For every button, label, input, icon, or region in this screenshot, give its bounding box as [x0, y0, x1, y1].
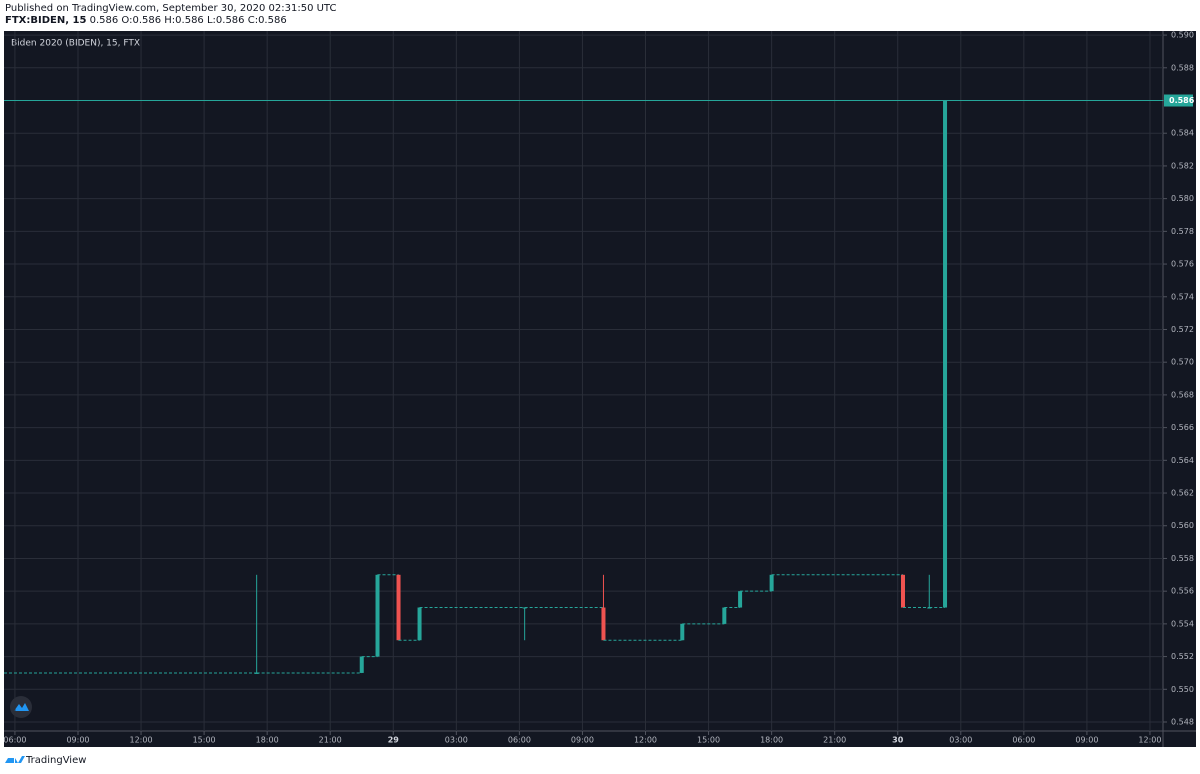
symbol-line: FTX:BIDEN, 15 0.586 O:0.586 H:0.586 L:0.… — [5, 15, 287, 26]
x-tick-label: 15:00 — [193, 736, 216, 745]
y-tick-label: 0.560 — [1171, 521, 1194, 530]
y-tick-label: 0.558 — [1171, 554, 1194, 563]
y-tick-label: 0.580 — [1171, 194, 1194, 203]
y-tick-label: 0.550 — [1171, 685, 1194, 694]
x-tick-label: 09:00 — [571, 736, 594, 745]
candle-body — [769, 574, 774, 592]
x-tick-label: 03:00 — [949, 736, 972, 745]
x-tick-label: 12:00 — [130, 736, 153, 745]
candle-body — [396, 574, 401, 641]
y-tick-label: 0.576 — [1171, 260, 1194, 269]
y-tick-label: 0.570 — [1171, 358, 1194, 367]
candle-body — [722, 607, 727, 624]
x-tick-label: 03:00 — [445, 736, 468, 745]
x-tick-label: 18:00 — [760, 736, 783, 745]
x-tick-label: 12:00 — [634, 736, 657, 745]
x-tick-label: 21:00 — [319, 736, 342, 745]
candle-body — [601, 607, 606, 641]
x-tick-label: 15:00 — [697, 736, 720, 745]
ohlc: 0.586 O:0.586 H:0.586 L:0.586 C:0.586 — [89, 15, 287, 26]
y-tick-label: 0.552 — [1171, 652, 1194, 661]
y-tick-label: 0.572 — [1171, 325, 1194, 334]
x-tick-label: 21:00 — [823, 736, 846, 745]
y-tick-label: 0.556 — [1171, 587, 1194, 596]
x-tick-label: 30 — [892, 736, 904, 745]
last-price-label: 0.586 — [1169, 96, 1195, 105]
candle-body — [417, 607, 422, 641]
y-tick-label: 0.564 — [1171, 456, 1194, 465]
chart-title: Biden 2020 (BIDEN), 15, FTX — [11, 39, 140, 49]
candle-body — [900, 574, 905, 608]
x-tick-label: 09:00 — [1075, 736, 1098, 745]
candle-body — [375, 574, 380, 657]
y-tick-label: 0.588 — [1171, 63, 1194, 72]
logo-icon — [14, 703, 29, 711]
x-tick-label: 12:00 — [1138, 736, 1161, 745]
published-line: Published on TradingView.com, September … — [5, 3, 337, 14]
candle-body — [943, 100, 948, 608]
symbol: FTX:BIDEN, 15 — [5, 15, 87, 26]
x-tick-label: 18:00 — [256, 736, 279, 745]
last-price-badge — [1164, 94, 1193, 107]
x-tick-label: 09:00 — [66, 736, 89, 745]
candle-body — [359, 656, 364, 673]
chart-background — [4, 31, 1196, 747]
y-tick-label: 0.582 — [1171, 161, 1194, 170]
y-tick-label: 0.574 — [1171, 292, 1194, 301]
x-tick-label: 06:00 — [3, 736, 26, 745]
candle-body — [738, 591, 743, 608]
candle-body — [680, 623, 685, 641]
y-tick-label: 0.568 — [1171, 390, 1194, 399]
y-tick-label: 0.548 — [1171, 718, 1194, 727]
y-tick-label: 0.566 — [1171, 423, 1194, 432]
footer-brand: TradingView — [25, 755, 86, 766]
y-tick-label: 0.590 — [1171, 31, 1194, 40]
x-tick-label: 29 — [388, 736, 400, 745]
y-tick-label: 0.554 — [1171, 619, 1194, 628]
y-tick-label: 0.562 — [1171, 489, 1194, 498]
y-tick-label: 0.584 — [1171, 129, 1194, 138]
y-tick-label: 0.578 — [1171, 227, 1194, 236]
x-tick-label: 06:00 — [508, 736, 531, 745]
x-tick-label: 06:00 — [1012, 736, 1035, 745]
footer-logo — [5, 756, 25, 763]
